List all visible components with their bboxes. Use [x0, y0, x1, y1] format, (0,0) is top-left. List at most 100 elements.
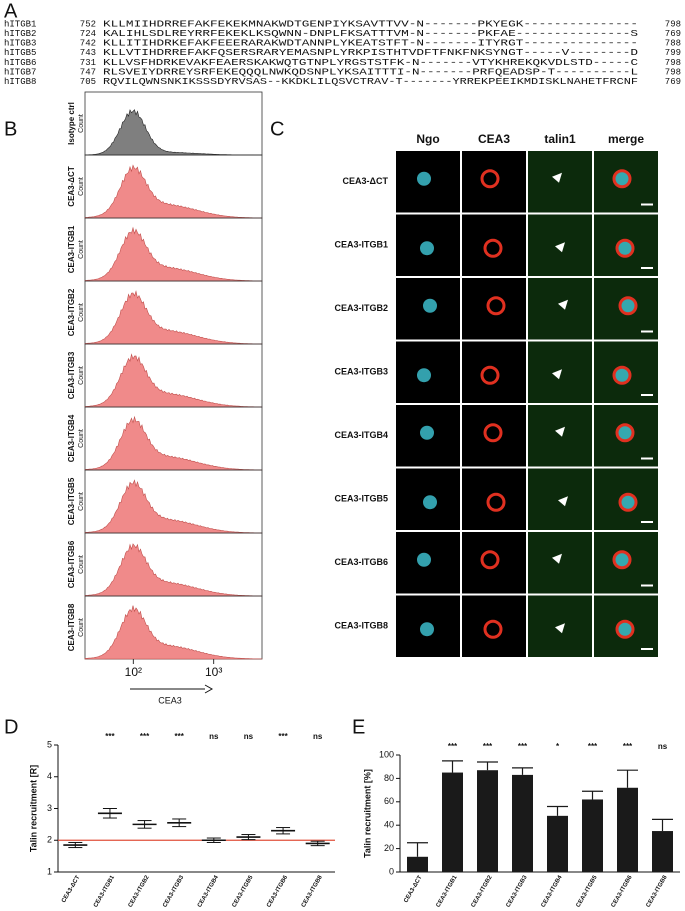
sequence: RLSVEIYDRREYSRFEKEQQQLNWKQDSNPLYKSAITTTI… [103, 67, 638, 77]
column-header: Ngo [416, 132, 439, 146]
sequence-end: 788 [665, 39, 681, 49]
micrograph-blob [417, 552, 431, 567]
y-axis-label: Count [78, 555, 85, 574]
panel-label: A [4, 0, 18, 22]
column-header: CEA3 [478, 132, 510, 146]
micrograph [462, 405, 526, 467]
scale-bar [641, 584, 653, 587]
micrograph-blob [420, 425, 434, 440]
micrograph [462, 468, 526, 530]
sample-label: CEA3-ITGB4 [67, 414, 76, 462]
arrowhead [552, 369, 562, 380]
histogram-curve [84, 226, 263, 282]
micrograph [462, 214, 526, 276]
y-tick-label: 2 [47, 835, 52, 845]
sample-label: CEA3-ITGB6 [67, 540, 76, 588]
x-tick-label: CEA3-ΔCT [403, 875, 424, 905]
micrograph [528, 278, 592, 340]
micrograph-ring [483, 619, 503, 639]
sequence: KLLITIHDRKEFAKFEEERARAKWDTANNPLYKEATSTFT… [103, 39, 638, 49]
scale-bar [641, 330, 653, 333]
y-tick-label: 20 [384, 843, 394, 853]
row-label: CEA3-ITGB2 [334, 303, 388, 313]
x-tick-label: 10² [125, 665, 142, 679]
histogram-curve [84, 290, 263, 345]
y-tick-label: 60 [384, 796, 394, 806]
sequence-name: hITGB7 [4, 67, 36, 77]
x-tick-label: CEA3-ITGB4 [197, 874, 220, 908]
bar [617, 787, 638, 872]
histogram-curve [84, 353, 263, 408]
row-label: CEA3-ITGB5 [334, 494, 388, 504]
arrowhead [558, 496, 568, 507]
sequence-name: hITGB2 [4, 29, 36, 39]
x-tick-label: CEA3-ITGB8 [301, 874, 324, 908]
significance-label: *** [518, 742, 528, 751]
row-label: CEA3-ITGB1 [334, 240, 388, 250]
micrograph-ring [486, 296, 506, 316]
micrograph-blob [423, 298, 437, 313]
column-header: merge [608, 132, 644, 146]
y-axis-label: Talin recruitment [R] [28, 765, 38, 852]
micrograph-ring [615, 238, 635, 258]
y-tick-label: 100 [379, 749, 394, 759]
micrograph-blob [615, 368, 629, 383]
micrograph-ring [486, 492, 506, 512]
y-tick-label: 1 [47, 866, 52, 876]
x-tick-label: 10³ [205, 665, 222, 679]
y-axis-label: Count [78, 240, 85, 259]
x-tick-label: CEA3-ITGB3 [162, 874, 185, 908]
sample-label: Isotype ctrl [67, 102, 76, 145]
micrograph-blob [618, 425, 632, 440]
sequence-end: 799 [665, 48, 681, 58]
micrograph-ring [612, 169, 632, 189]
x-tick-label: CEA3-ITGB5 [576, 874, 599, 908]
micrograph-blob [618, 241, 632, 256]
bar [407, 856, 428, 872]
axis-arrowhead [204, 684, 214, 694]
sequence-end: 769 [665, 29, 681, 39]
y-axis-label: Count [78, 618, 85, 637]
micrograph-ring [618, 492, 638, 512]
y-axis-label: Count [78, 114, 85, 133]
sequence: KLLVTIHDRREFAKFQSERSRARYEMASNPLYRKPISTHT… [103, 48, 638, 58]
row-label: CEA3-ITGB4 [334, 430, 388, 440]
significance-label: ns [658, 742, 668, 751]
x-tick-label: CEA3-ITGB2 [471, 874, 494, 908]
sequence-start: 752 [80, 19, 96, 29]
row-label: CEA3-ITGB3 [334, 367, 388, 377]
y-axis-label: Count [78, 303, 85, 322]
sequence-start: 742 [80, 39, 96, 49]
y-axis-label: Talin recruitment [%] [362, 769, 372, 858]
sequence-name: hITGB5 [4, 48, 36, 58]
micrograph-ring [480, 550, 500, 570]
significance-label: *** [105, 732, 115, 741]
y-axis-label: Count [78, 177, 85, 196]
arrowhead [555, 623, 565, 634]
micrograph-ring [615, 423, 635, 443]
x-tick-label: CEA3-ITGB6 [611, 874, 634, 908]
micrograph-ring [480, 169, 500, 189]
y-axis-label: Count [78, 492, 85, 511]
sample-label: CEA3-ITGB2 [67, 288, 76, 336]
row-label: CEA3-ITGB8 [334, 621, 388, 631]
micrograph-blob [420, 241, 434, 256]
micrograph-ring [480, 365, 500, 385]
scale-bar [641, 521, 653, 523]
x-tick-label: CEA3-ITGB5 [232, 874, 255, 908]
micrograph-blob [417, 368, 431, 383]
micrograph-blob [423, 495, 437, 510]
x-tick-label: CEA3-ITGB1 [93, 874, 116, 908]
panel-label: B [4, 118, 17, 140]
significance-label: *** [483, 742, 493, 751]
y-tick-label: 80 [384, 773, 394, 783]
micrograph [462, 532, 526, 594]
bar [652, 831, 673, 872]
micrograph [462, 341, 526, 403]
scale-bar [641, 203, 653, 206]
arrowhead [558, 299, 568, 310]
significance-label: ns [244, 732, 254, 741]
panel-label: C [270, 118, 284, 140]
sequence-start: 743 [80, 48, 96, 58]
significance-label: ns [209, 732, 219, 741]
